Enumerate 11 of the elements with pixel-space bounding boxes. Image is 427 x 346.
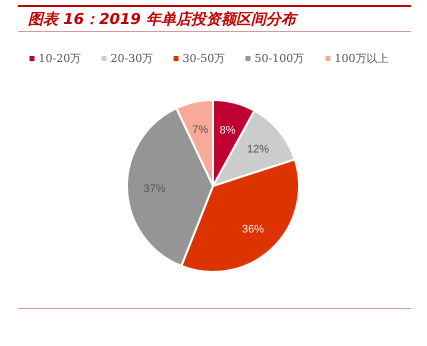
data-label: 7%	[192, 124, 208, 136]
data-label: 12%	[247, 144, 270, 156]
data-label: 36%	[242, 224, 264, 236]
legend-label: 30-50万	[182, 52, 226, 65]
legend-label: 10-20万	[38, 52, 82, 65]
data-label: 37%	[144, 182, 166, 195]
data-label: 8%	[220, 124, 236, 136]
legend-label: 50-100万	[254, 52, 304, 65]
chart-title: 图表 16：2019 年单店投资额区间分布	[28, 10, 300, 28]
legend-label: 100万以上	[334, 52, 388, 65]
legend-label: 20-30万	[110, 52, 154, 65]
